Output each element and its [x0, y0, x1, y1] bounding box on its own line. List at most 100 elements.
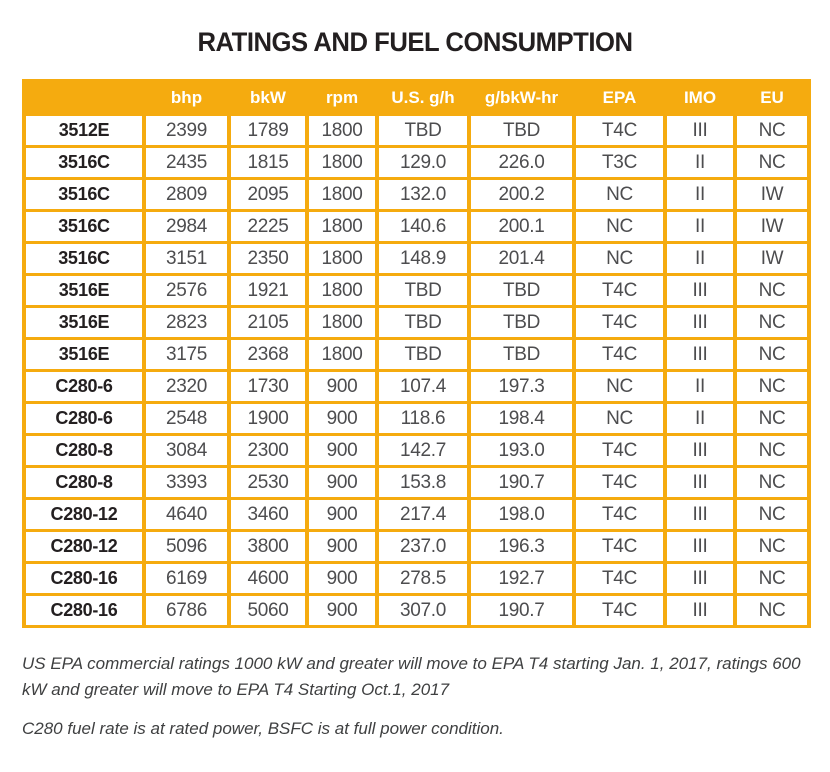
data-cell: 200.2 — [467, 177, 576, 212]
data-cell: 2105 — [227, 305, 309, 340]
column-header-bhp: bhp — [142, 79, 231, 116]
footnotes: US EPA commercial ratings 1000 kW and gr… — [22, 651, 808, 742]
data-cell: 226.0 — [467, 145, 576, 180]
data-cell: NC — [572, 209, 667, 244]
data-cell: NC — [572, 241, 667, 276]
model-cell: 3512E — [22, 113, 146, 148]
column-header-u-s-g-h: U.S. g/h — [375, 79, 471, 116]
table-row: 3516E 3175 2368 1800 TBD TBD T4C III NC — [22, 337, 811, 372]
table-header-row: bhp bkW rpm U.S. g/h g/bkW-hr EPA IMO EU — [22, 79, 811, 116]
data-cell: TBD — [467, 113, 576, 148]
data-cell: T4C — [572, 561, 667, 596]
data-cell: 1815 — [227, 145, 309, 180]
data-cell: NC — [733, 433, 811, 468]
data-cell: 2368 — [227, 337, 309, 372]
ratings-table: bhp bkW rpm U.S. g/h g/bkW-hr EPA IMO EU 3512E 2… — [22, 79, 811, 628]
data-cell: NC — [572, 177, 667, 212]
model-cell: C280-6 — [22, 401, 146, 436]
model-cell: C280-6 — [22, 369, 146, 404]
data-cell: 6169 — [142, 561, 231, 596]
model-cell: 3516E — [22, 337, 146, 372]
data-cell: 2095 — [227, 177, 309, 212]
data-cell: 1789 — [227, 113, 309, 148]
data-cell: 197.3 — [467, 369, 576, 404]
data-cell: 1800 — [305, 337, 379, 372]
data-cell: NC — [572, 401, 667, 436]
data-cell: 2225 — [227, 209, 309, 244]
data-cell: NC — [733, 593, 811, 628]
data-cell: II — [663, 369, 737, 404]
table-row: C280-6 2548 1900 900 118.6 198.4 NC II NC — [22, 401, 811, 436]
data-cell: 3084 — [142, 433, 231, 468]
column-header-epa: EPA — [572, 79, 667, 116]
model-cell: C280-12 — [22, 497, 146, 532]
column-header-g-bkw-hr: g/bkW-hr — [467, 79, 576, 116]
model-cell: 3516C — [22, 177, 146, 212]
data-cell: T4C — [572, 337, 667, 372]
data-cell: 4600 — [227, 561, 309, 596]
data-cell: 196.3 — [467, 529, 576, 564]
model-cell: C280-8 — [22, 433, 146, 468]
data-cell: 1730 — [227, 369, 309, 404]
data-cell: 900 — [305, 561, 379, 596]
data-cell: T4C — [572, 497, 667, 532]
data-cell: 192.7 — [467, 561, 576, 596]
data-cell: II — [663, 177, 737, 212]
data-cell: III — [663, 529, 737, 564]
data-cell: 237.0 — [375, 529, 471, 564]
data-cell: 3175 — [142, 337, 231, 372]
table-row: C280-12 5096 3800 900 237.0 196.3 T4C III NC — [22, 529, 811, 564]
data-cell: 3460 — [227, 497, 309, 532]
column-header-bkw: bkW — [227, 79, 309, 116]
data-cell: 3151 — [142, 241, 231, 276]
data-cell: III — [663, 465, 737, 500]
data-cell: 2809 — [142, 177, 231, 212]
data-cell: TBD — [375, 113, 471, 148]
table-row: C280-16 6786 5060 900 307.0 190.7 T4C III NC — [22, 593, 811, 628]
data-cell: 2530 — [227, 465, 309, 500]
data-cell: IW — [733, 177, 811, 212]
data-cell: 1800 — [305, 113, 379, 148]
data-cell: NC — [733, 369, 811, 404]
model-cell: 3516C — [22, 209, 146, 244]
model-cell: 3516C — [22, 241, 146, 276]
data-cell: 142.7 — [375, 433, 471, 468]
data-cell: 2300 — [227, 433, 309, 468]
data-cell: 2984 — [142, 209, 231, 244]
data-cell: 1800 — [305, 241, 379, 276]
data-cell: NC — [733, 337, 811, 372]
data-cell: 900 — [305, 593, 379, 628]
table-row: 3516C 2435 1815 1800 129.0 226.0 T3C II NC — [22, 145, 811, 180]
data-cell: 1800 — [305, 273, 379, 308]
data-cell: 2320 — [142, 369, 231, 404]
table-row: 3516E 2823 2105 1800 TBD TBD T4C III NC — [22, 305, 811, 340]
data-cell: 1921 — [227, 273, 309, 308]
table-row: C280-12 4640 3460 900 217.4 198.0 T4C III NC — [22, 497, 811, 532]
data-cell: III — [663, 305, 737, 340]
data-cell: 2576 — [142, 273, 231, 308]
data-cell: 118.6 — [375, 401, 471, 436]
data-cell: 2399 — [142, 113, 231, 148]
data-cell: TBD — [467, 305, 576, 340]
model-cell: 3516E — [22, 273, 146, 308]
data-cell: TBD — [375, 305, 471, 340]
data-cell: 132.0 — [375, 177, 471, 212]
data-cell: 2548 — [142, 401, 231, 436]
data-cell: 1800 — [305, 209, 379, 244]
model-cell: C280-16 — [22, 561, 146, 596]
data-cell: 3393 — [142, 465, 231, 500]
data-cell: 3800 — [227, 529, 309, 564]
data-cell: 900 — [305, 497, 379, 532]
table-row: 3516E 2576 1921 1800 TBD TBD T4C III NC — [22, 273, 811, 308]
data-cell: T4C — [572, 305, 667, 340]
data-cell: NC — [733, 465, 811, 500]
data-cell: 201.4 — [467, 241, 576, 276]
data-cell: III — [663, 497, 737, 532]
data-cell: T4C — [572, 113, 667, 148]
data-cell: 190.7 — [467, 593, 576, 628]
data-cell: 2350 — [227, 241, 309, 276]
column-header-imo: IMO — [663, 79, 737, 116]
table-row: C280-6 2320 1730 900 107.4 197.3 NC II NC — [22, 369, 811, 404]
data-cell: NC — [733, 113, 811, 148]
data-cell: NC — [733, 401, 811, 436]
